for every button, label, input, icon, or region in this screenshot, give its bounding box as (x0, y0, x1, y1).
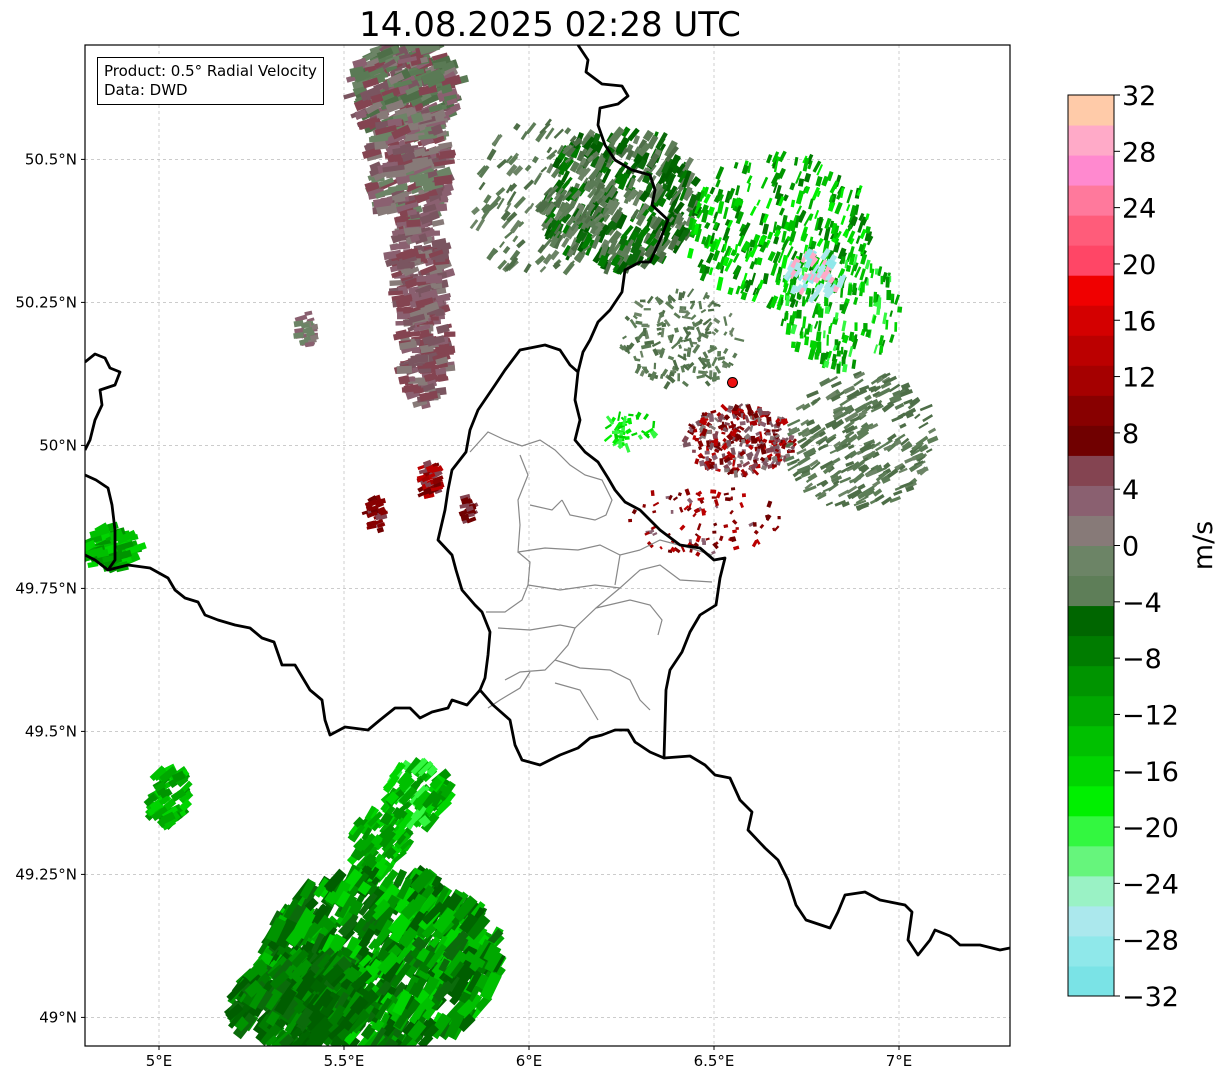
colorbar-segment (1068, 785, 1114, 817)
product-info-box: Product: 0.5° Radial Velocity Data: DWD (97, 57, 324, 105)
colorbar-segment (1068, 815, 1114, 847)
colorbar-tick-label: 20 (1122, 250, 1156, 281)
colorbar-tick-label: 0 (1122, 532, 1139, 563)
colorbar-segment (1068, 935, 1114, 967)
colorbar-segment (1068, 275, 1114, 306)
colorbar-segment (1068, 515, 1114, 546)
colorbar-tick-label: −8 (1122, 644, 1162, 675)
colorbar-segment (1068, 695, 1114, 727)
colorbar-segment (1068, 185, 1114, 216)
colorbar-tick-label: 24 (1122, 194, 1156, 225)
colorbar-segment (1068, 425, 1114, 456)
y-axis-ticks: 50.5°N 50.25°N 50°N 49.75°N 49.5°N 49.25°N 49°… (15, 150, 85, 1026)
radar-site-dot (727, 376, 738, 388)
y-tick-label: 49.75°N (15, 579, 77, 597)
colorbar-segment (1068, 365, 1114, 396)
colorbar-segment (1068, 455, 1114, 486)
product-label: Product: 0.5° Radial Velocity (104, 62, 317, 80)
colorbar-tick-label: −16 (1122, 757, 1179, 788)
x-tick-label: 5°E (146, 1052, 173, 1070)
colorbar-tick-label: −32 (1122, 982, 1179, 1013)
colorbar-segment (1068, 635, 1114, 667)
colorbar-tick-label: 4 (1122, 475, 1139, 506)
luxembourg-internal-borders (469, 431, 713, 721)
x-tick-label: 5.5°E (324, 1052, 365, 1070)
colorbar-segment (1068, 965, 1114, 997)
colorbar-tick-label: −28 (1122, 926, 1179, 957)
plot-frame (84, 44, 1011, 1047)
colorbar-segment (1068, 305, 1114, 336)
colorbar-segment (1068, 395, 1114, 426)
colorbar-tick-label: 8 (1122, 419, 1139, 450)
colorbar-tick-label: 32 (1122, 81, 1156, 112)
colorbar-segment (1068, 875, 1114, 907)
y-tick-label: 50.25°N (15, 293, 77, 311)
radar-site-marker (727, 376, 738, 388)
y-tick-label: 50.5°N (25, 150, 77, 168)
colorbar-segment (1068, 725, 1114, 757)
colorbar-label: m/s (1188, 521, 1219, 570)
colorbar-segment (1068, 155, 1114, 186)
colorbar: 32 28 24 20 16 12 8 4 0 −4 −8 −12 −16 −20 −24 −28 −32 m/s (1067, 81, 1219, 1013)
colorbar-tick-label: −4 (1122, 588, 1162, 619)
colorbar-tick-label: −20 (1122, 813, 1179, 844)
x-tick-label: 6°E (516, 1052, 543, 1070)
colorbar-segment (1068, 905, 1114, 937)
colorbar-segment (1068, 335, 1114, 366)
colorbar-tick-label: 12 (1122, 363, 1156, 394)
x-tick-label: 7°E (886, 1052, 913, 1070)
y-tick-label: 49.25°N (15, 865, 77, 883)
colorbar-segment (1068, 845, 1114, 877)
colorbar-segment (1068, 215, 1114, 246)
colorbar-tick-label: 16 (1122, 306, 1156, 337)
colorbar-segment (1068, 245, 1114, 276)
colorbar-segment (1068, 755, 1114, 787)
colorbar-segment (1068, 605, 1114, 637)
y-tick-label: 49.5°N (25, 722, 77, 740)
y-tick-label: 49°N (39, 1008, 77, 1026)
x-tick-label: 6.5°E (694, 1052, 735, 1070)
radar-echoes (85, 45, 939, 1046)
country-borders (85, 45, 1010, 957)
colorbar-segment (1068, 485, 1114, 516)
data-source-label: Data: DWD (104, 81, 188, 99)
colorbar-tick-label: 28 (1122, 137, 1156, 168)
colorbar-tick-label: −12 (1122, 700, 1179, 731)
colorbar-tick-label: −24 (1122, 869, 1179, 900)
y-tick-label: 50°N (39, 436, 77, 454)
x-axis-ticks: 5°E 5.5°E 6°E 6.5°E 7°E (146, 1046, 913, 1070)
colorbar-segment (1068, 575, 1114, 607)
colorbar-segment (1068, 95, 1114, 126)
colorbar-segment (1068, 665, 1114, 697)
colorbar-segment (1068, 125, 1114, 156)
colorbar-segment (1068, 545, 1114, 577)
map-title: 14.08.2025 02:28 UTC (359, 5, 741, 45)
